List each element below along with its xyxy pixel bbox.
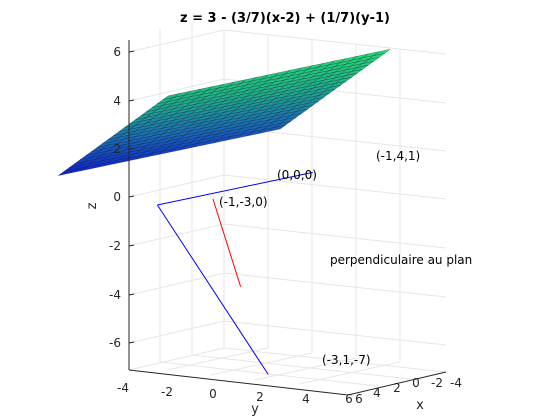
z-tick-4: 4 (113, 94, 121, 108)
y-tick-minus2: -2 (161, 385, 173, 399)
label-origin: (0,0,0) (277, 168, 317, 182)
surface-patch (268, 124, 286, 132)
y-tick-labels: -4 -2 0 2 4 6 (117, 381, 353, 406)
x-tick-minus2: -2 (431, 376, 443, 390)
y-tick-6: 6 (345, 392, 353, 406)
y-tick-minus4: -4 (117, 381, 129, 395)
z-tick-6: 6 (113, 45, 121, 59)
axis-line-1 (157, 171, 313, 206)
label-perpendicular: perpendiculaire au plan (330, 253, 472, 267)
x-axis-label: x (416, 398, 424, 413)
z-tick-minus4: -4 (109, 288, 121, 302)
x-tick-0: 0 (412, 376, 420, 390)
y-tick-4: 4 (302, 392, 310, 406)
perpendicular (212, 198, 242, 287)
annotations: (0,0,0) (-1,-3,0) (-1,4,1) (-3,1,-7) per… (219, 149, 472, 367)
x-tick-4: 4 (373, 386, 381, 400)
z-tick-minus6: -6 (109, 336, 121, 350)
grid-lines (128, 22, 447, 387)
label-point-b: (-1,4,1) (376, 149, 420, 163)
x-tick-labels: 6 4 2 0 -2 -4 (355, 376, 462, 406)
plane-surface (58, 49, 391, 176)
z-axis-label: z (85, 202, 100, 209)
label-point-c: (-3,1,-7) (322, 353, 371, 367)
chart-title: z = 3 - (3/7)(x-2) + (1/7)(y-1) (180, 11, 390, 26)
z-tick-minus2: -2 (109, 239, 121, 253)
y-tick-0: 0 (209, 387, 217, 401)
y-tick-2: 2 (256, 390, 264, 404)
label-point-a: (-1,-3,0) (219, 195, 268, 209)
z-tick-0: 0 (113, 190, 121, 204)
axis-line-2 (156, 204, 269, 375)
x-tick-2: 2 (393, 381, 401, 395)
z-tick-labels: 6 4 2 0 -2 -4 -6 (109, 45, 121, 350)
z-tick-2: 2 (113, 142, 121, 156)
line-group (156, 171, 313, 375)
axes-box (128, 40, 447, 396)
x-tick-6: 6 (355, 392, 363, 406)
y-axis-label: y (251, 402, 259, 417)
x-tick-minus4: -4 (450, 376, 462, 390)
